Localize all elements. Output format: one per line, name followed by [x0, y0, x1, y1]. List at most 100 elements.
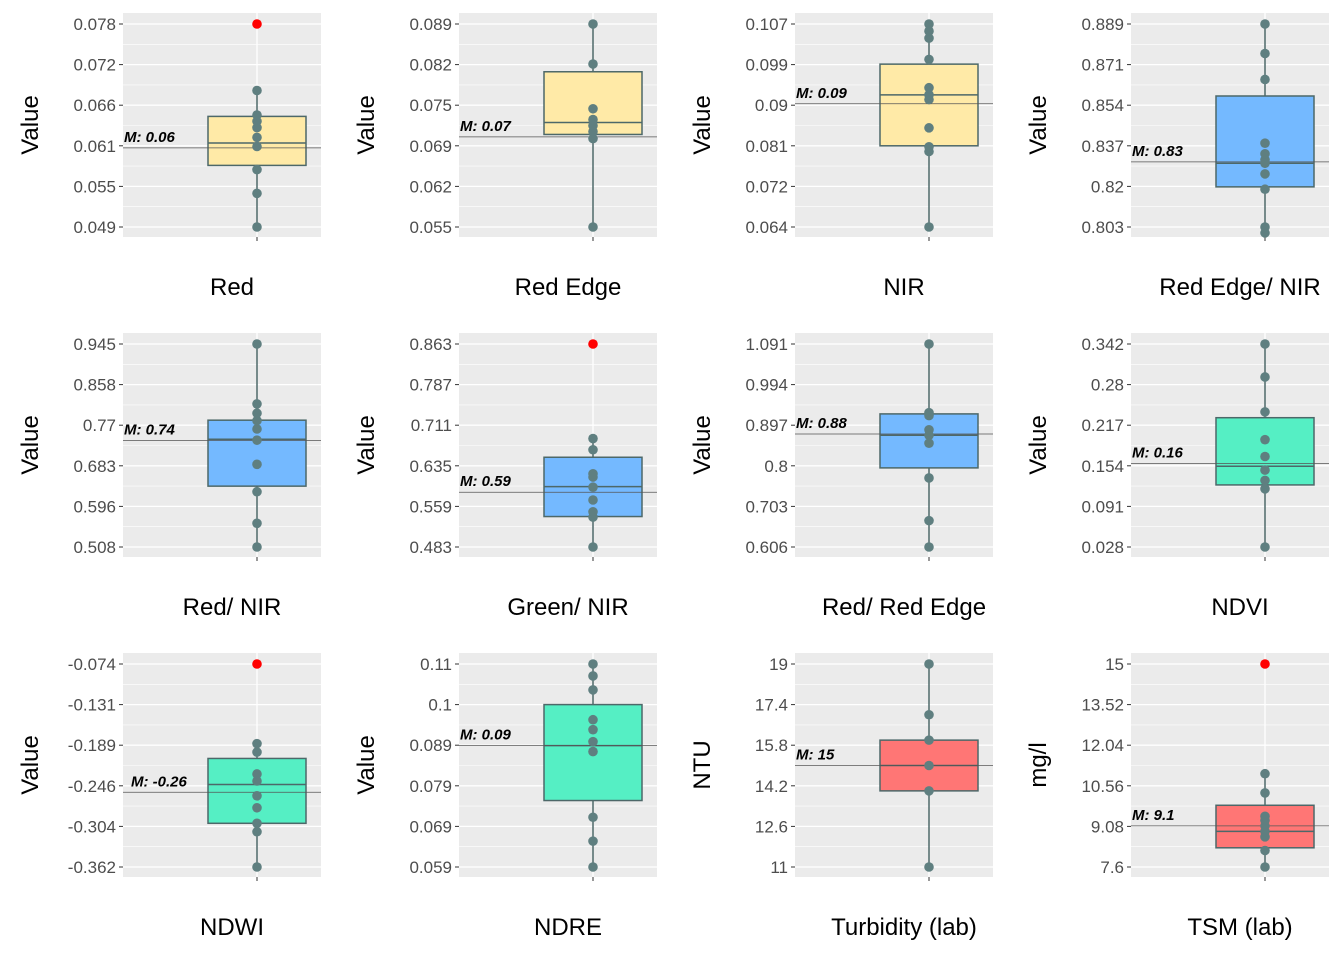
- y-tick-label: 0.863: [409, 335, 452, 354]
- data-point: [924, 19, 934, 29]
- data-point: [252, 769, 262, 779]
- outlier-point: [252, 659, 262, 669]
- y-tick-label: 0.09: [755, 96, 788, 115]
- y-tick-label: 0.079: [409, 777, 452, 796]
- data-point: [1260, 484, 1270, 494]
- y-tick-label: 0.217: [1081, 416, 1124, 435]
- y-tick-label: -0.074: [68, 655, 116, 674]
- y-tick-label: 17.4: [755, 696, 788, 715]
- y-axis-title: Value: [353, 415, 380, 475]
- x-axis-title: Green/ NIR: [507, 594, 628, 621]
- data-point: [588, 59, 598, 69]
- data-point: [1260, 138, 1270, 149]
- boxplot-panel-12: 7.6 9.08 10.56 12.04 13.52 15 M: 9.1 mg/l TSM (l…: [1025, 653, 1329, 941]
- data-point: [924, 54, 934, 65]
- mean-label: M: 0.09: [796, 85, 848, 102]
- data-point: [924, 123, 934, 133]
- y-tick-label: 0.787: [409, 376, 452, 395]
- data-point: [588, 724, 598, 735]
- x-axis-title: NDRE: [534, 914, 602, 941]
- y-axis-title: Value: [689, 415, 716, 475]
- data-point: [1260, 407, 1270, 417]
- data-point: [924, 473, 934, 483]
- boxplot-panel-3: 0.064 0.072 0.081 0.09 0.099 0.107 M: 0.09 Valu…: [689, 13, 993, 301]
- y-tick-label: 0.483: [409, 538, 452, 557]
- y-axis-title: Value: [17, 735, 44, 795]
- mean-label: M: 9.1: [1132, 807, 1175, 824]
- y-tick-label: 0.77: [83, 416, 116, 435]
- x-axis-title: Turbidity (lab): [831, 914, 977, 941]
- data-point: [1260, 811, 1270, 822]
- boxplot-panel-6: 0.483 0.559 0.635 0.711 0.787 0.863 M: 0.59 Val…: [353, 333, 657, 621]
- data-point: [1260, 862, 1270, 872]
- y-axis-title: Value: [689, 95, 716, 155]
- data-point: [588, 836, 598, 846]
- data-point: [588, 133, 598, 144]
- y-tick-label: 15.8: [755, 736, 788, 755]
- data-point: [588, 542, 598, 552]
- y-tick-label: 0.078: [73, 15, 116, 34]
- boxplot-panel-1: 0.049 0.055 0.061 0.066 0.072 0.078 M: 0.06 Val…: [17, 13, 321, 301]
- data-point: [588, 495, 598, 505]
- outlier-point: [1260, 659, 1270, 669]
- data-point: [588, 222, 598, 232]
- y-tick-label: 0.945: [73, 335, 116, 354]
- y-tick-label: 0.082: [409, 56, 452, 75]
- y-axis-title: Value: [353, 735, 380, 795]
- y-tick-label: 0.596: [73, 497, 116, 516]
- y-tick-label: 0.089: [409, 736, 452, 755]
- y-tick-label: 0.889: [1081, 15, 1124, 34]
- data-point: [252, 826, 262, 837]
- data-point: [588, 714, 598, 725]
- data-point: [924, 90, 934, 100]
- data-point: [252, 459, 262, 470]
- y-tick-label: 15: [1105, 655, 1124, 674]
- y-tick-label: 0.994: [745, 376, 788, 395]
- box: [207, 757, 307, 825]
- y-tick-label: 0.069: [409, 137, 452, 156]
- data-point: [1260, 184, 1270, 195]
- data-point: [924, 425, 934, 435]
- x-axis-title: NDWI: [200, 914, 264, 941]
- data-point: [252, 776, 262, 786]
- mean-label: M: 0.74: [124, 421, 176, 438]
- data-point: [1260, 845, 1270, 856]
- data-point: [1260, 48, 1270, 59]
- data-point: [588, 433, 598, 444]
- mean-label: M: 0.09: [460, 727, 512, 744]
- mean-label: M: 0.83: [1132, 143, 1184, 160]
- y-tick-label: 14.2: [755, 777, 788, 796]
- data-point: [252, 188, 262, 199]
- data-point: [1260, 339, 1270, 349]
- y-tick-label: 0.1: [428, 696, 452, 715]
- data-point: [1260, 475, 1270, 486]
- mean-label: M: 0.06: [124, 129, 176, 146]
- y-tick-label: 0.837: [1081, 137, 1124, 156]
- data-point: [252, 518, 262, 529]
- y-tick-label: 0.803: [1081, 218, 1124, 237]
- data-point: [924, 760, 934, 771]
- data-point: [252, 818, 262, 829]
- mean-label: M: 0.16: [1132, 445, 1184, 462]
- y-tick-label: 0.342: [1081, 335, 1124, 354]
- data-point: [1260, 169, 1270, 179]
- y-axis-title: mg/l: [1025, 742, 1052, 787]
- data-point: [252, 408, 262, 419]
- y-axis-title: Value: [353, 95, 380, 155]
- y-tick-label: 0.107: [745, 15, 788, 34]
- y-tick-label: 0.8: [764, 457, 788, 476]
- y-tick-label: 0.559: [409, 497, 452, 516]
- data-point: [588, 506, 598, 517]
- data-point: [924, 407, 934, 418]
- boxplot-panel-5: 0.508 0.596 0.683 0.77 0.858 0.945 M: 0.74 Valu…: [17, 333, 321, 621]
- data-point: [924, 339, 934, 349]
- y-tick-label: -0.189: [68, 736, 116, 755]
- data-point: [252, 85, 262, 96]
- y-tick-label: 0.635: [409, 457, 452, 476]
- y-axis-title: Value: [1025, 95, 1052, 155]
- boxplot-panel-9: -0.362 -0.304 -0.246 -0.189 -0.131 -0.074 M: -…: [17, 653, 321, 941]
- data-point: [588, 659, 598, 669]
- data-point: [588, 103, 598, 114]
- y-tick-label: 7.6: [1100, 858, 1124, 877]
